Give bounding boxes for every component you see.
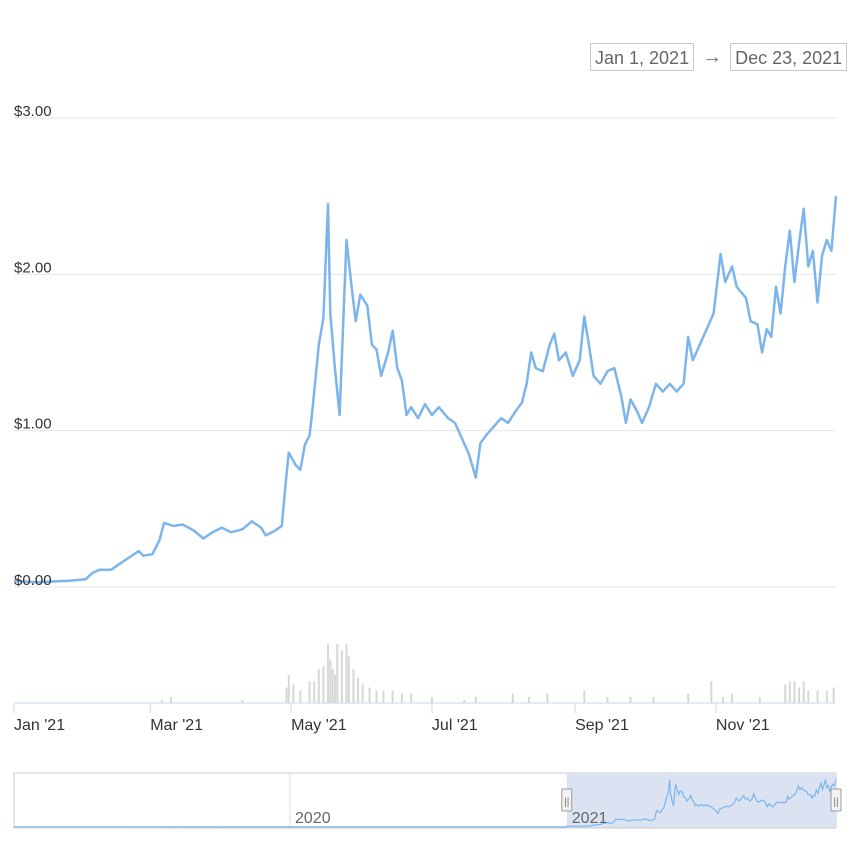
volume-bar [463, 699, 466, 703]
date-range-selector: Jan 1, 2021 → Dec 23, 2021 [590, 43, 848, 71]
volume-bar [687, 693, 690, 703]
y-tick-label: $2.00 [14, 259, 52, 276]
grid-lines [14, 117, 836, 588]
x-tick-label: May '21 [291, 717, 347, 734]
range-from-input[interactable]: Jan 1, 2021 [590, 43, 695, 71]
volume-bar [629, 696, 632, 703]
volume-bar [410, 693, 413, 703]
navigator-handle-right[interactable]: || [830, 788, 842, 812]
volume-bar [347, 656, 350, 703]
volume-bar [170, 696, 173, 703]
volume-bar [793, 681, 796, 703]
x-axis-ticks [13, 703, 717, 713]
volume-bar [336, 644, 339, 703]
volume-bar [333, 675, 336, 703]
y-tick-label: $1.00 [14, 416, 52, 433]
x-tick-label: Mar '21 [150, 717, 203, 734]
volume-bar [802, 681, 805, 703]
volume-bar [430, 696, 433, 703]
volume-bar [160, 699, 163, 703]
navigator-handle-left[interactable]: || [561, 788, 573, 812]
volume-bar [292, 684, 295, 703]
navigator-selection[interactable] [566, 773, 836, 828]
volume-bar [287, 675, 290, 703]
navigator-series-line [13, 778, 837, 828]
volume-bar [241, 699, 244, 703]
volume-bar [391, 690, 394, 703]
volume-bar [758, 696, 761, 703]
handle-grip [830, 788, 842, 812]
y-tick-label: $0.00 [14, 572, 52, 589]
volume-bar [313, 681, 316, 703]
volume-bar [375, 690, 378, 703]
x-tick-label: Nov '21 [716, 717, 770, 734]
volume-bar [583, 690, 586, 703]
volume-bar [798, 687, 801, 703]
volume-bar [322, 665, 325, 703]
volume-bar [368, 687, 371, 703]
volume-bar [331, 668, 334, 703]
navigator[interactable]: 2020 2021 || || [13, 772, 842, 829]
y-axis-labels: $0.00 $1.00 $2.00 $3.00 [14, 103, 52, 589]
volume-bar [474, 696, 477, 703]
volume-bar [807, 690, 810, 703]
volume-bar [710, 681, 713, 703]
volume-bar [382, 690, 385, 703]
volume-bar [285, 687, 288, 703]
range-arrow: → [702, 45, 723, 68]
volume-bar [527, 696, 530, 703]
volume-bar [816, 690, 819, 703]
volume-bar [308, 681, 311, 703]
volume-bar [299, 690, 302, 703]
volume-bar [606, 696, 609, 703]
y-tick-label: $3.00 [14, 103, 52, 120]
volume-bar [721, 696, 724, 703]
volume-bar [788, 681, 791, 703]
handle-glyph: || [564, 797, 569, 808]
volume-bar [832, 687, 835, 703]
x-tick-label: Jan '21 [14, 717, 65, 734]
handle-glyph: || [833, 797, 838, 808]
navigator-label-2021: 2021 [572, 810, 608, 827]
volume-bars [160, 644, 835, 703]
volume-bar [329, 659, 332, 703]
volume-bar [400, 693, 403, 703]
volume-bar [784, 684, 787, 703]
x-axis-labels: Jan '21 Mar '21 May '21 Jul '21 Sep '21 Nov '… [14, 717, 770, 734]
volume-bar [731, 693, 734, 703]
volume-bar [317, 668, 320, 703]
range-to-input[interactable]: Dec 23, 2021 [730, 43, 848, 71]
volume-bar [340, 650, 343, 703]
volume-bar [825, 690, 828, 703]
volume-bar [511, 693, 514, 703]
x-tick-label: Sep '21 [575, 717, 629, 734]
price-series-line [13, 196, 838, 584]
navigator-label-2020: 2020 [295, 810, 331, 827]
volume-bar [652, 696, 655, 703]
volume-bar [357, 678, 360, 703]
volume-bar [327, 644, 330, 703]
x-tick-label: Jul '21 [432, 717, 478, 734]
handle-grip [561, 788, 573, 812]
volume-bar [352, 668, 355, 703]
volume-bar [345, 644, 348, 703]
volume-bar [361, 684, 364, 703]
volume-bar [546, 693, 549, 703]
